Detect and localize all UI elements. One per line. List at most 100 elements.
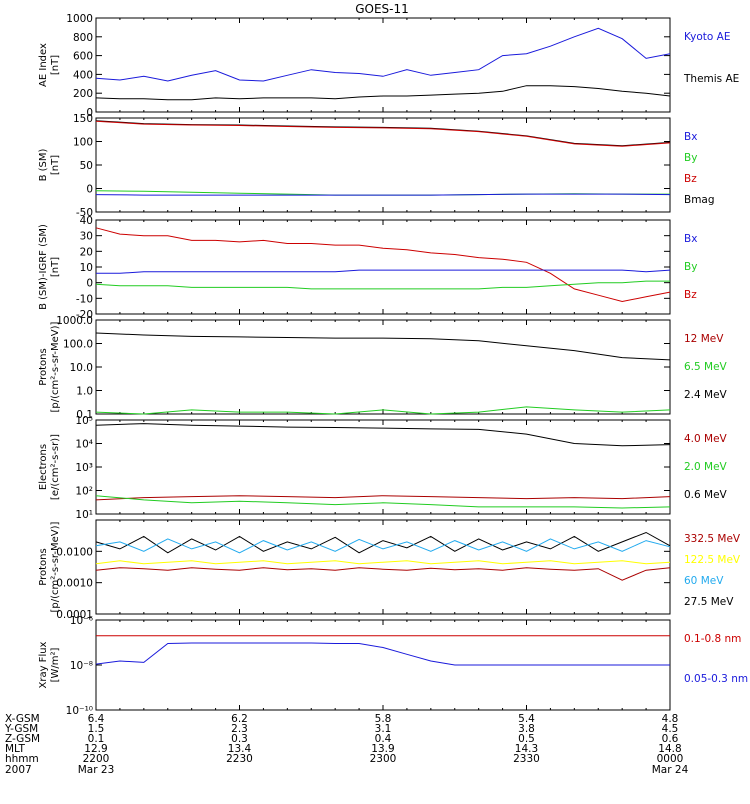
panel-frame <box>95 419 671 515</box>
panel-frame <box>95 319 671 415</box>
legend-entry: Bx <box>684 233 697 245</box>
y-tick-label: 10⁴ <box>75 439 93 451</box>
footer-value: 14.3 <box>515 743 538 755</box>
y-tick-label: 150 <box>73 113 93 125</box>
series-line <box>95 495 671 509</box>
series-line <box>95 227 671 303</box>
y-tick-label: 600 <box>73 51 93 63</box>
y-tick-label: 0 <box>86 278 93 290</box>
panel-electrons: 10¹ 10² 10³ 10⁴ 10⁵ Electrons [e/(cm²-s-sr)] 4.… <box>38 415 728 521</box>
legend-entry: Themis AE <box>683 73 739 85</box>
y-tick-label: 10⁻⁸ <box>70 660 93 672</box>
footer-value: 1.5 <box>88 723 105 735</box>
y-axis-label: [p/(cm²-s-sr-MeV)] <box>50 521 61 612</box>
series-line <box>95 406 671 415</box>
footer-value: 3.8 <box>518 723 535 735</box>
legend-entry: Kyoto AE <box>684 31 730 43</box>
y-tick-label: 10⁻⁶ <box>70 615 93 627</box>
legend-entry: Bz <box>684 289 697 301</box>
footer-value: 5.4 <box>518 713 535 725</box>
footer-value: 4.5 <box>662 723 679 735</box>
series-line <box>95 120 671 147</box>
panel-frame <box>95 519 671 615</box>
y-axis-label: [W/m²] <box>50 647 61 682</box>
y-tick-label: 0 <box>86 184 93 196</box>
footer-value: 2200 <box>83 753 110 765</box>
y-axis-label: Electrons <box>38 444 49 490</box>
series-line <box>95 531 671 554</box>
y-tick-label: 0 <box>86 107 93 119</box>
footer-row-label: 2007 <box>5 764 32 776</box>
legend-entry: 60 MeV <box>684 575 724 587</box>
footer-value: Mar 23 <box>78 764 115 776</box>
panel-ae: 0 200 400 600 800 1000 AE Index [nT] Kyoto AE The… <box>38 13 739 119</box>
series-line <box>95 423 671 447</box>
y-tick-label: 10³ <box>75 462 93 474</box>
y-tick-label: 1000.0 <box>56 315 93 327</box>
footer-row-label: Z-GSM <box>5 733 40 745</box>
series-line <box>95 642 670 666</box>
legend-entry: 2.4 MeV <box>684 389 728 401</box>
y-axis-label: AE Index <box>38 43 49 87</box>
footer-row-label: MLT <box>5 743 25 755</box>
legend-entry: 0.1-0.8 nm <box>684 633 741 645</box>
y-tick-label: 1.0 <box>76 386 93 398</box>
footer-value: 6.2 <box>231 713 248 725</box>
legend-entry: By <box>684 261 697 273</box>
series-line <box>95 280 670 290</box>
footer-value: 5.8 <box>375 713 392 725</box>
footer-row-label: hhmm <box>5 753 39 765</box>
panel-frame <box>95 219 671 315</box>
y-axis-label: [nT] <box>50 257 61 277</box>
series-line <box>95 560 671 565</box>
footer-value: 0.4 <box>375 733 392 745</box>
footer-value: 2.3 <box>231 723 248 735</box>
footer-value: 0.1 <box>88 733 105 745</box>
legend-entry: Bx <box>684 131 697 143</box>
y-tick-label: -50 <box>76 207 93 219</box>
footer-value: 4.8 <box>662 713 679 725</box>
y-axis-label: Protons <box>38 548 49 585</box>
legend-entry: By <box>684 152 697 164</box>
y-tick-label: 400 <box>73 69 93 81</box>
y-tick-label: 100.0 <box>63 339 93 351</box>
y-tick-label: 10¹ <box>75 509 93 521</box>
y-tick-label: 10.0 <box>70 362 93 374</box>
panel-bsm: -50 0 50 100 150 B (SM) [nT] Bx By Bz Bmag <box>38 113 715 219</box>
y-tick-label: -20 <box>76 309 93 321</box>
footer-value: 12.9 <box>84 743 107 755</box>
footer-value: 2330 <box>513 753 540 765</box>
y-tick-label: 50 <box>80 160 93 172</box>
legend-entry: 122.5 MeV <box>684 554 741 566</box>
legend-entry: 332.5 MeV <box>684 533 741 545</box>
y-axis-label: B (SM) <box>38 148 49 181</box>
footer-value: 14.8 <box>658 743 681 755</box>
y-tick-label: 10² <box>75 486 93 498</box>
panel-protons_lo: 0.0001 0.0010 0.0100 Protons [p/(cm²-s-sr-Me… <box>38 519 741 621</box>
y-axis-label: [nT] <box>50 155 61 175</box>
series-line <box>95 495 671 501</box>
footer-value: 0.6 <box>662 733 679 745</box>
legend-entry: 4.0 MeV <box>684 433 728 445</box>
legend-entry: 0.6 MeV <box>684 489 728 501</box>
series-line <box>95 538 671 554</box>
panel-xray: 10⁻¹⁰ 10⁻⁸ 10⁻⁶ Xray Flux [W/m²] 0.1-0.8 nm 0.… <box>38 615 748 717</box>
panel-protons_hi: 0.1 1.0 10.0 100.0 1000.0 Protons [p/(cm²-s-sr… <box>38 315 728 421</box>
y-axis-label: [p/(cm²-s-sr-MeV)] <box>50 321 61 412</box>
footer-row-label: X-GSM <box>5 713 40 725</box>
legend-entry: 12 MeV <box>684 333 724 345</box>
y-tick-label: 0.0010 <box>56 578 93 590</box>
panel-frame <box>95 17 671 113</box>
panel-frame <box>95 117 671 213</box>
legend-entry: 6.5 MeV <box>684 361 728 373</box>
y-tick-label: 0.1 <box>76 409 93 421</box>
y-tick-label: 10⁻¹⁰ <box>66 705 93 717</box>
y-tick-label: 20 <box>80 246 93 258</box>
footer-value: 2230 <box>226 753 253 765</box>
footer-value: 3.1 <box>375 723 392 735</box>
y-tick-label: 10⁵ <box>75 415 93 427</box>
legend-entry: 0.05-0.3 nm <box>684 673 748 685</box>
y-tick-label: 1000 <box>66 13 93 25</box>
